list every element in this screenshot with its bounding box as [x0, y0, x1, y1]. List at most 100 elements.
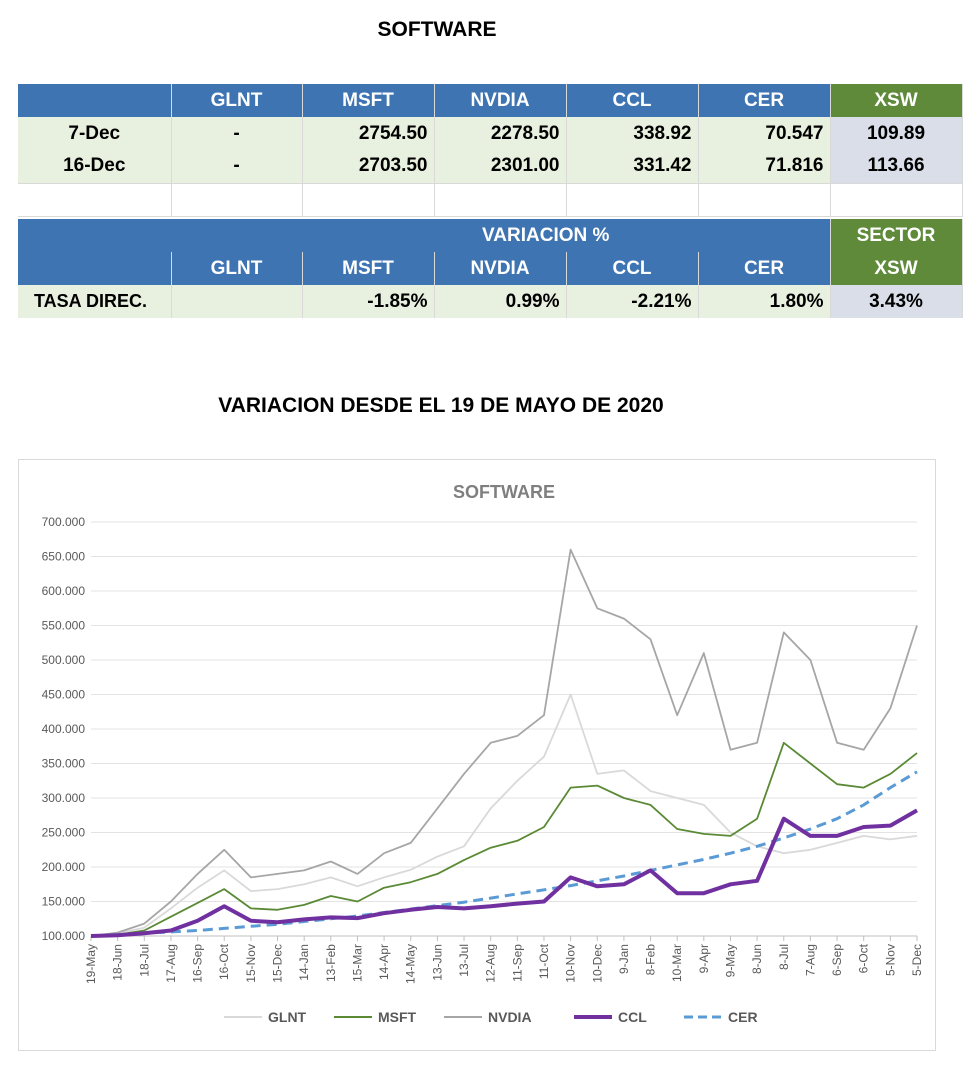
value-cell: 70.547	[698, 117, 831, 150]
series-line-glnt	[90, 693, 918, 937]
value-cell: -	[171, 150, 303, 183]
legend-label: MSFT	[378, 1009, 417, 1025]
x-tick-label: 13-Jul	[457, 944, 471, 977]
table-row: 16-Dec - 2703.50 2301.00 331.42 71.816 1…	[18, 150, 963, 183]
x-tick-label: 18-Jun	[111, 944, 125, 981]
value-cell: 2703.50	[302, 150, 435, 183]
table-row: TASA DIREC. -1.85% 0.99% -2.21% 1.80% 3.…	[18, 285, 963, 318]
variation-table: VARIACION % SECTOR GLNT MSFT NVDIA CCL C…	[18, 219, 963, 318]
date-cell: 7-Dec	[18, 117, 172, 150]
x-tick-label: 8-Jun	[750, 944, 764, 974]
x-tick-label: 15-Nov	[244, 944, 258, 983]
chart-container: SOFTWARE 100.000 150.000 200.000 250.000 300.…	[18, 459, 936, 1051]
value-cell: 2278.50	[434, 117, 567, 150]
x-tick-label: 9-Jan	[617, 944, 631, 974]
y-tick-label: 600.000	[42, 584, 86, 598]
header-cell-xsw: XSW	[830, 84, 963, 117]
series-line-ccl	[90, 808, 918, 938]
series-line-nvdia	[90, 548, 918, 937]
x-tick-label: 19-May	[84, 944, 98, 984]
header-cell: MSFT	[302, 252, 435, 285]
x-tick-label: 10-Dec	[590, 944, 604, 983]
header-cell: NVDIA	[434, 252, 567, 285]
y-tick-label: 200.000	[42, 860, 86, 874]
row-label: TASA DIREC.	[18, 285, 172, 318]
price-table-header: GLNT MSFT NVDIA CCL CER XSW	[18, 84, 963, 117]
y-tick-label: 700.000	[42, 515, 86, 529]
y-tick-label: 300.000	[42, 791, 86, 805]
value-cell: -1.85%	[302, 285, 435, 318]
x-tick-label: 18-Jul	[137, 944, 151, 977]
spacer-row	[18, 182, 963, 217]
header-cell: MSFT	[302, 84, 435, 117]
header-cell-xsw: XSW	[830, 252, 963, 285]
x-tick-label: 15-Mar	[350, 944, 364, 982]
x-tick-label: 5-Dec	[910, 944, 924, 976]
value-cell: 2301.00	[434, 150, 567, 183]
value-cell: 331.42	[566, 150, 699, 183]
x-tick-label: 8-Jul	[777, 944, 791, 970]
table-row: 7-Dec - 2754.50 2278.50 338.92 70.547 10…	[18, 117, 963, 150]
y-tick-label: 150.000	[42, 895, 86, 909]
price-table: GLNT MSFT NVDIA CCL CER XSW 7-Dec - 2754…	[18, 84, 963, 217]
header-cell: GLNT	[171, 252, 303, 285]
xsw-cell: 3.43%	[830, 285, 963, 318]
variation-table-header: GLNT MSFT NVDIA CCL CER XSW	[18, 252, 963, 285]
date-cell: 16-Dec	[18, 150, 172, 183]
series-line-cer	[90, 770, 918, 938]
value-cell: -	[171, 117, 303, 150]
y-tick-label: 100.000	[42, 929, 86, 943]
page-title: SOFTWARE	[377, 18, 497, 41]
x-tick-label: 12-Aug	[484, 944, 498, 983]
x-tick-label: 7-Aug	[803, 944, 817, 976]
value-cell: -2.21%	[566, 285, 699, 318]
chart-section-title: VARIACION DESDE EL 19 DE MAYO DE 2020	[218, 394, 664, 417]
x-tick-label: 17-Aug	[164, 944, 178, 983]
variation-label: VARIACION %	[18, 219, 831, 252]
legend-label: NVDIA	[488, 1009, 532, 1025]
y-tick-label: 650.000	[42, 550, 86, 564]
x-tick-label: 13-Feb	[324, 944, 338, 982]
legend-label: CCL	[618, 1009, 647, 1025]
x-tick-label: 8-Feb	[644, 944, 658, 976]
xsw-cell: 109.89	[830, 117, 963, 150]
x-tick-label: 11-Sep	[510, 944, 524, 982]
x-tick-label: 14-Jan	[297, 944, 311, 981]
y-tick-label: 450.000	[42, 688, 86, 702]
y-tick-label: 250.000	[42, 826, 86, 840]
x-tick-label: 9-May	[723, 944, 737, 977]
x-tick-label: 11-Oct	[537, 943, 551, 979]
value-cell: 1.80%	[698, 285, 831, 318]
variation-group-header: VARIACION % SECTOR	[18, 219, 963, 252]
xsw-cell: 113.66	[830, 150, 963, 183]
line-chart: SOFTWARE 100.000 150.000 200.000 250.000 300.…	[42, 482, 924, 1025]
header-cell: NVDIA	[434, 84, 567, 117]
x-tick-label: 16-Oct	[217, 943, 231, 980]
legend-label: CER	[728, 1009, 758, 1025]
x-tick-label: 15-Dec	[271, 944, 285, 983]
series-line-msft	[90, 741, 918, 937]
header-cell: CCL	[566, 252, 699, 285]
x-tick-label: 10-Nov	[564, 944, 578, 983]
y-tick-label: 500.000	[42, 653, 86, 667]
header-cell: CER	[698, 252, 831, 285]
y-tick-label: 350.000	[42, 757, 86, 771]
header-cell	[18, 252, 172, 285]
header-cell: CCL	[566, 84, 699, 117]
chart-title: SOFTWARE	[453, 482, 555, 502]
header-cell: CER	[698, 84, 831, 117]
x-tick-label: 13-Jun	[430, 944, 444, 981]
header-cell: GLNT	[171, 84, 303, 117]
y-tick-label: 400.000	[42, 722, 86, 736]
x-tick-label: 14-May	[404, 944, 418, 984]
x-tick-label: 10-Mar	[670, 944, 684, 982]
x-tick-label: 6-Sep	[830, 944, 844, 976]
value-cell: 0.99%	[434, 285, 567, 318]
x-tick-label: 5-Nov	[883, 944, 897, 976]
value-cell: 71.816	[698, 150, 831, 183]
legend-label: GLNT	[268, 1009, 307, 1025]
value-cell: 2754.50	[302, 117, 435, 150]
x-tick-label: 16-Sep	[191, 944, 205, 983]
x-tick-label: 6-Oct	[857, 943, 871, 973]
value-cell: 338.92	[566, 117, 699, 150]
